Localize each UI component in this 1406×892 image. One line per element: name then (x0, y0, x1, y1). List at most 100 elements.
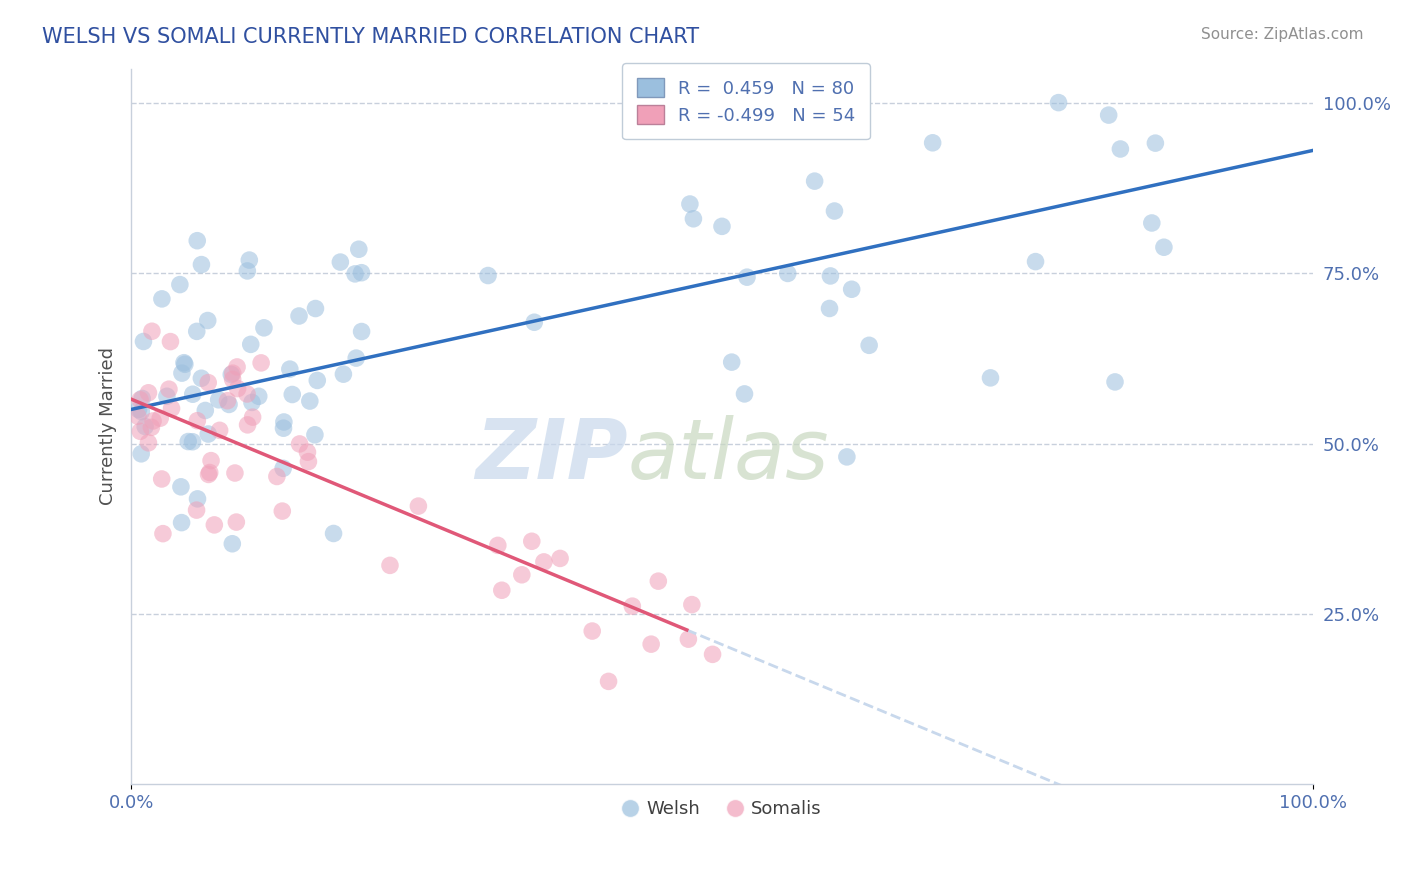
Point (266, 469, 288, 483)
Point (640, 637, 662, 651)
Point (329, 255, 352, 269)
Point (1104, 375, 1126, 389)
Point (350, 325, 373, 339)
Point (186, 491, 208, 506)
Point (510, 567, 533, 582)
Point (197, 427, 219, 442)
Point (186, 325, 208, 339)
Text: Source: ZipAtlas.com: Source: ZipAtlas.com (1201, 27, 1364, 42)
Point (979, 371, 1001, 385)
Point (250, 356, 273, 370)
Point (152, 526, 174, 541)
Point (247, 389, 270, 403)
Point (288, 437, 311, 451)
Point (240, 395, 263, 409)
Point (347, 242, 370, 256)
Point (647, 574, 669, 589)
Point (702, 648, 724, 662)
Point (149, 411, 172, 425)
Point (734, 387, 756, 401)
Point (1144, 136, 1167, 150)
Point (621, 599, 644, 614)
Point (131, 392, 153, 406)
Point (134, 419, 156, 434)
Point (818, 301, 841, 316)
Point (720, 355, 742, 369)
Point (160, 401, 183, 416)
Point (533, 555, 555, 569)
Point (408, 499, 430, 513)
Point (170, 480, 193, 494)
Point (129, 447, 152, 461)
Point (288, 309, 311, 323)
Point (548, 551, 571, 566)
Point (202, 517, 225, 532)
Point (921, 136, 943, 150)
Point (197, 467, 219, 482)
Point (186, 234, 208, 248)
Point (710, 219, 733, 234)
Point (131, 404, 153, 418)
Point (181, 387, 204, 401)
Point (170, 516, 193, 530)
Point (803, 174, 825, 188)
Point (1140, 216, 1163, 230)
Point (297, 445, 319, 459)
Point (128, 402, 150, 417)
Point (520, 534, 543, 549)
Point (1025, 254, 1047, 268)
Point (858, 338, 880, 352)
Point (225, 515, 247, 529)
Point (197, 376, 219, 390)
Point (491, 583, 513, 598)
Point (679, 197, 702, 211)
Point (477, 268, 499, 283)
Point (776, 267, 799, 281)
Point (297, 454, 319, 468)
Point (186, 414, 208, 428)
Point (239, 337, 262, 351)
Text: ZIP: ZIP (475, 415, 627, 496)
Point (1109, 142, 1132, 156)
Point (170, 366, 193, 380)
Point (673, 118, 696, 132)
Point (208, 392, 231, 407)
Point (132, 334, 155, 349)
Point (304, 301, 326, 316)
Point (138, 385, 160, 400)
Point (598, 674, 620, 689)
Point (221, 372, 243, 386)
Point (217, 393, 239, 408)
Point (281, 387, 304, 401)
Point (307, 373, 329, 387)
Point (138, 435, 160, 450)
Point (820, 268, 842, 283)
Point (242, 410, 264, 425)
Point (222, 366, 245, 380)
Point (841, 282, 863, 296)
Point (344, 351, 367, 365)
Point (273, 415, 295, 429)
Point (129, 425, 152, 439)
Point (150, 472, 173, 486)
Point (226, 382, 249, 396)
Point (682, 211, 704, 226)
Point (523, 315, 546, 329)
Point (378, 558, 401, 573)
Point (197, 313, 219, 327)
Point (127, 409, 149, 424)
Point (181, 434, 204, 449)
Point (304, 427, 326, 442)
Point (1153, 240, 1175, 254)
Point (236, 417, 259, 432)
Point (835, 450, 858, 464)
Text: WELSH VS SOMALI CURRENTLY MARRIED CORRELATION CHART: WELSH VS SOMALI CURRENTLY MARRIED CORREL… (42, 27, 699, 46)
Point (198, 466, 221, 480)
Point (824, 204, 846, 219)
Point (190, 371, 212, 385)
Point (486, 538, 509, 552)
Point (141, 420, 163, 434)
Point (236, 387, 259, 401)
Point (208, 423, 231, 437)
Point (344, 267, 367, 281)
